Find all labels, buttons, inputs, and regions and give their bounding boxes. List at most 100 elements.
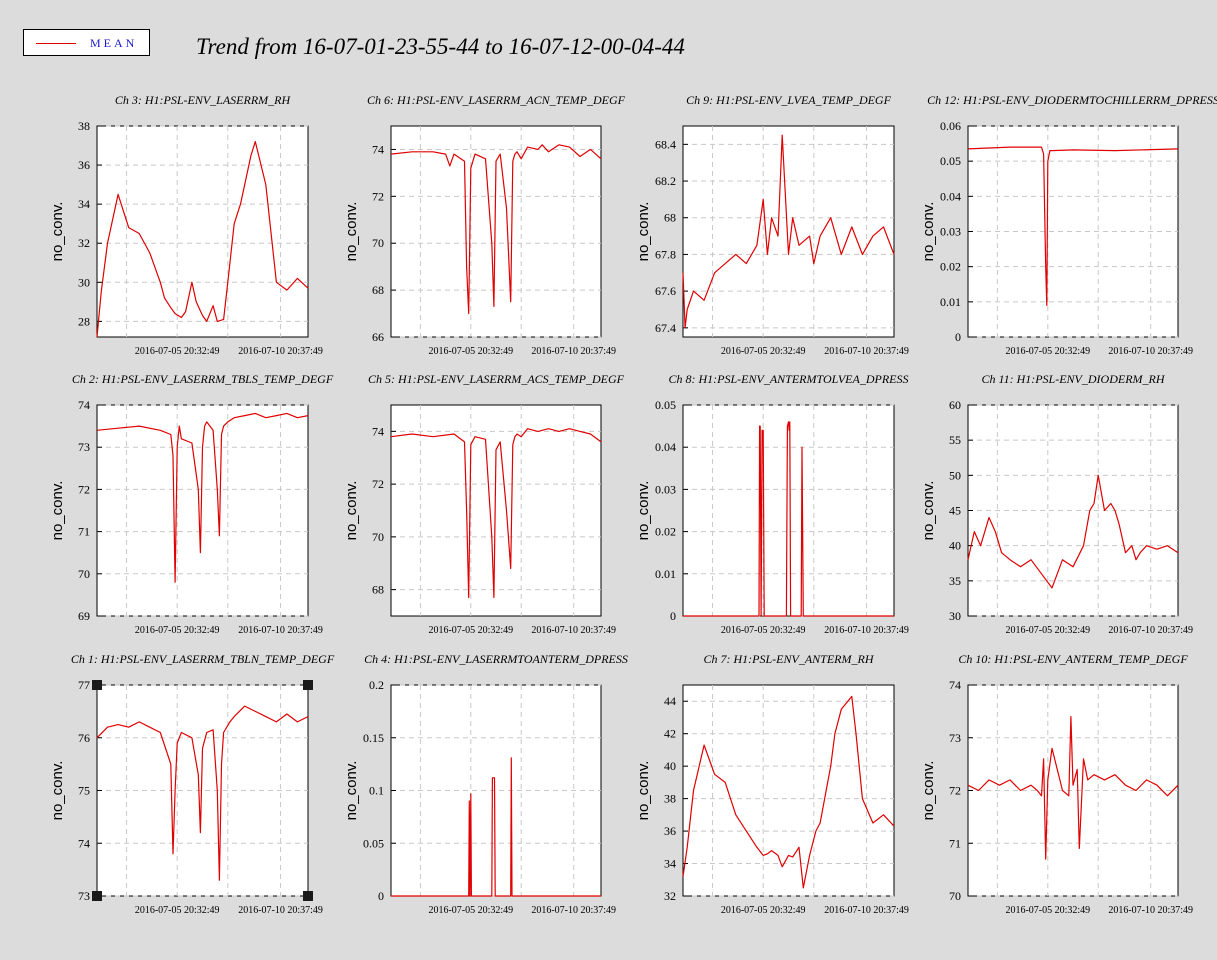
chart-title: Ch 6: H1:PSL-ENV_LASERRM_ACN_TEMP_DEGF [367,93,626,107]
x-tick-label: 2016-07-10 20:37:49 [238,346,323,357]
chart-title: Ch 2: H1:PSL-ENV_LASERRM_TBLS_TEMP_DEGF [72,372,334,386]
x-tick-label: 2016-07-05 20:32:49 [135,346,220,357]
chart-panel-7: 0 0.01 0.02 0.03 0.04 0.05 2016-07-05 20:32:49… [635,372,909,636]
y-tick-label: 70 [372,530,384,544]
y-tick-label: 36 [78,158,90,172]
y-tick-label: 68.4 [655,137,676,151]
y-tick-label: 36 [664,824,676,838]
y-tick-label: 72 [372,189,384,203]
chart-panel-5: 69 70 71 72 73 74 2016-07-05 20:32:49 2016-07-1… [49,372,334,636]
chart-panel-12: 70 71 72 73 74 2016-07-05 20:32:49 2016-07-10 … [920,652,1193,916]
y-tick-label: 0.15 [363,731,384,745]
series-line-mean [967,474,1179,589]
y-tick-label: 72 [372,477,384,491]
y-tick-label: 74 [372,142,384,156]
series-line-mean [682,134,895,329]
y-tick-label: 40 [949,539,961,553]
y-tick-label: 73 [78,440,90,454]
y-axis-label: no_conv. [49,202,66,262]
x-tick-label: 2016-07-10 20:37:49 [238,625,323,636]
y-axis-label: no_conv. [635,481,652,541]
legend-line-swatch [36,43,76,44]
y-tick-label: 70 [372,236,384,250]
x-tick-label: 2016-07-10 20:37:49 [238,905,323,916]
y-tick-label: 34 [78,197,90,211]
chart-title: Ch 1: H1:PSL-ENV_LASERRM_TBLN_TEMP_DEGF [71,652,335,666]
y-tick-label: 0 [670,609,676,623]
plot-area [682,684,895,897]
x-tick-label: 2016-07-10 20:37:49 [531,346,616,357]
y-tick-label: 0 [955,330,961,344]
y-tick-label: 32 [78,236,90,250]
chart-title: Ch 10: H1:PSL-ENV_ANTERM_TEMP_DEGF [958,652,1188,666]
chart-title: Ch 3: H1:PSL-ENV_LASERRM_RH [115,93,292,107]
chart-panel-10: 0 0.05 0.1 0.15 0.2 2016-07-05 20:32:49 2016-0… [343,652,628,916]
y-tick-label: 67.6 [655,284,676,298]
y-axis-label: no_conv. [49,481,66,541]
y-tick-label: 73 [78,889,90,903]
y-tick-label: 34 [664,857,676,871]
plot-area [682,125,895,338]
y-axis-label: no_conv. [343,761,360,821]
y-tick-label: 0.06 [940,119,961,133]
x-tick-label: 2016-07-05 20:32:49 [1005,905,1090,916]
y-tick-label: 0.04 [655,440,676,454]
y-axis-label: no_conv. [920,761,937,821]
y-tick-label: 32 [664,889,676,903]
y-tick-label: 73 [949,731,961,745]
y-axis-label: no_conv. [343,202,360,262]
chart-panel-4: 0 0.01 0.02 0.03 0.04 0.05 0.06 2016-07-05 20:3… [920,93,1217,357]
selection-handle [92,680,102,690]
series-line-mean [96,412,309,583]
y-tick-label: 28 [78,314,90,328]
y-tick-label: 0.01 [940,295,961,309]
y-tick-label: 72 [949,784,961,798]
selection-handle [303,680,313,690]
x-tick-label: 2016-07-10 20:37:49 [1108,346,1193,357]
y-tick-label: 74 [949,678,961,692]
y-tick-label: 74 [372,424,384,438]
y-tick-label: 60 [949,398,961,412]
chart-title: Ch 8: H1:PSL-ENV_ANTERMTOLVEA_DPRESS [669,372,909,386]
chart-panel-6: 68 70 72 74 2016-07-05 20:32:49 2016-07-10 20… [343,372,625,636]
chart-panel-11: 32 34 36 38 40 42 44 2016-07-05 20:32:49 2016-07… [635,652,909,916]
y-tick-label: 0.2 [369,678,384,692]
y-axis-label: no_conv. [635,202,652,262]
y-tick-label: 0.04 [940,189,961,203]
y-tick-label: 68 [372,583,384,597]
y-tick-label: 0 [378,889,384,903]
y-axis-label: no_conv. [920,202,937,262]
y-tick-label: 77 [78,678,90,692]
series-line-mean [967,715,1179,860]
y-axis-label: no_conv. [343,481,360,541]
y-tick-label: 55 [949,433,961,447]
y-tick-label: 0.03 [655,482,676,496]
plot-area [682,404,895,617]
chart-panel-9: 73 74 75 76 77 2016-07-05 20:32:49 2016-07-10 … [49,652,335,916]
y-tick-label: 38 [78,119,90,133]
plot-area [96,125,309,338]
series-line-mean [390,144,602,315]
plot-area [390,404,602,617]
x-tick-label: 2016-07-05 20:32:49 [428,905,513,916]
y-tick-label: 0.02 [940,260,961,274]
selection-handle [303,891,313,901]
series-line-mean [682,695,895,889]
x-tick-label: 2016-07-05 20:32:49 [428,346,513,357]
legend-box: MEAN [23,29,150,56]
y-tick-label: 68 [372,283,384,297]
series-line-mean [96,141,309,338]
y-tick-label: 0.03 [940,225,961,239]
y-tick-label: 70 [949,889,961,903]
plot-area [390,125,602,338]
y-tick-label: 71 [949,836,961,850]
y-tick-label: 38 [664,792,676,806]
y-tick-label: 0.05 [940,154,961,168]
chart-panel-1: 28 30 32 34 36 38 2016-07-05 20:32:49 2016-07-1… [49,93,323,357]
x-tick-label: 2016-07-05 20:32:49 [721,346,806,357]
y-tick-label: 66 [372,330,384,344]
y-tick-label: 68 [664,211,676,225]
y-tick-label: 50 [949,468,961,482]
x-tick-label: 2016-07-05 20:32:49 [135,905,220,916]
